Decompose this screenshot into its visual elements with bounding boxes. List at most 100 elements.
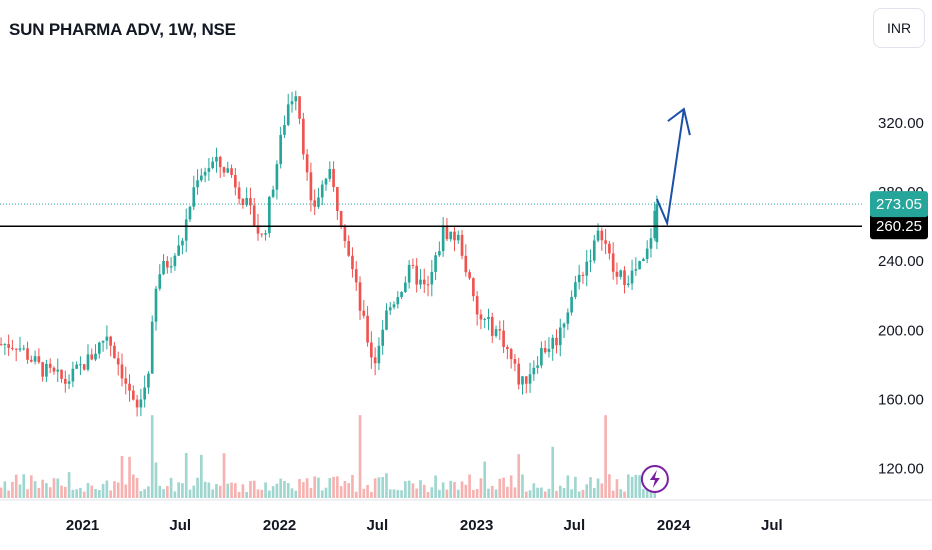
candle (645, 240, 649, 264)
volume-bar (14, 474, 18, 498)
candle (638, 260, 641, 270)
volume-bar (169, 477, 173, 498)
candle (543, 340, 547, 354)
volume-bar (0, 487, 3, 498)
volume-bar (317, 477, 320, 498)
candle (26, 341, 29, 364)
level-price-tag: 260.25 (870, 213, 928, 240)
volume-bar (336, 476, 339, 498)
annotation-arrow[interactable] (655, 107, 691, 227)
candle (396, 291, 400, 309)
candle (131, 385, 135, 401)
x-tick-label: 2021 (66, 517, 99, 534)
candle (551, 334, 555, 361)
currency-button[interactable]: INR (873, 8, 925, 48)
volume-bar (430, 487, 434, 498)
candle (82, 363, 86, 371)
volume-bar (286, 483, 290, 498)
candle (124, 366, 128, 395)
candle (351, 247, 354, 278)
candle (135, 394, 139, 417)
candle (328, 161, 332, 182)
candle (589, 249, 592, 273)
volume-bar (268, 490, 271, 498)
volume-bar (116, 482, 120, 498)
flash-event-icon[interactable] (640, 465, 669, 493)
volume-bar (581, 489, 585, 498)
volume-bar (434, 475, 437, 498)
candle (532, 360, 536, 381)
candle (445, 217, 449, 242)
volume-bar (630, 476, 634, 498)
candle (166, 256, 169, 274)
candle (407, 260, 411, 289)
volume-bar (218, 485, 222, 498)
volume-bar (22, 474, 26, 498)
candle (11, 339, 14, 351)
volume-bar (396, 490, 400, 498)
candle (211, 156, 214, 170)
candle (275, 160, 279, 200)
candle (460, 230, 464, 260)
volume-bar (547, 488, 551, 498)
candle (48, 358, 52, 374)
candle (377, 337, 381, 371)
volume-bar (351, 474, 354, 498)
volume-bar (506, 486, 509, 498)
lightning-icon (649, 470, 660, 488)
candle (200, 168, 203, 182)
candle (502, 320, 505, 354)
volume-bar (135, 477, 139, 498)
volume-bar (320, 490, 324, 498)
candle (196, 169, 199, 195)
candle (373, 347, 377, 376)
candle (574, 275, 577, 300)
candle (181, 237, 184, 255)
candle (392, 301, 396, 310)
candle (169, 257, 173, 274)
candle (362, 299, 366, 319)
volume-bar (362, 488, 366, 498)
volume-bar (600, 483, 604, 498)
volume-bar (181, 483, 184, 498)
arrow-path[interactable] (655, 108, 685, 227)
candle (513, 354, 517, 372)
volume-bar (400, 490, 403, 498)
candle (298, 96, 301, 125)
volume-bar (407, 480, 411, 498)
candle (619, 269, 623, 280)
candle (366, 306, 369, 347)
candle (494, 325, 498, 338)
candle (453, 226, 456, 252)
volume-bar (415, 488, 419, 498)
volume-bar (596, 478, 600, 498)
volume-bar (426, 491, 430, 498)
volume-bar (48, 487, 52, 498)
volume-bar (373, 478, 377, 498)
x-axis[interactable]: 2021 Jul 2022 Jul 2023 Jul 2024 Jul (0, 499, 932, 534)
candle (343, 224, 347, 248)
candle (37, 348, 41, 364)
candle (521, 375, 524, 395)
candle (116, 351, 120, 376)
candle (419, 269, 422, 289)
volume-bar (521, 474, 524, 498)
volume-bar (487, 488, 490, 498)
candle (230, 164, 233, 178)
volume-bar (290, 488, 294, 498)
volume-bar (453, 482, 456, 498)
volume-bar (41, 479, 44, 498)
volume-bars (0, 415, 657, 498)
candle (241, 197, 245, 209)
candle (608, 240, 611, 260)
volume-bar (411, 483, 415, 498)
volume-bar (177, 482, 180, 498)
svg-text:260.25: 260.25 (876, 218, 922, 235)
candle (45, 359, 48, 382)
volume-bar (528, 490, 532, 498)
volume-bar (105, 480, 109, 498)
volume-bar (264, 482, 267, 498)
candle (430, 260, 434, 297)
